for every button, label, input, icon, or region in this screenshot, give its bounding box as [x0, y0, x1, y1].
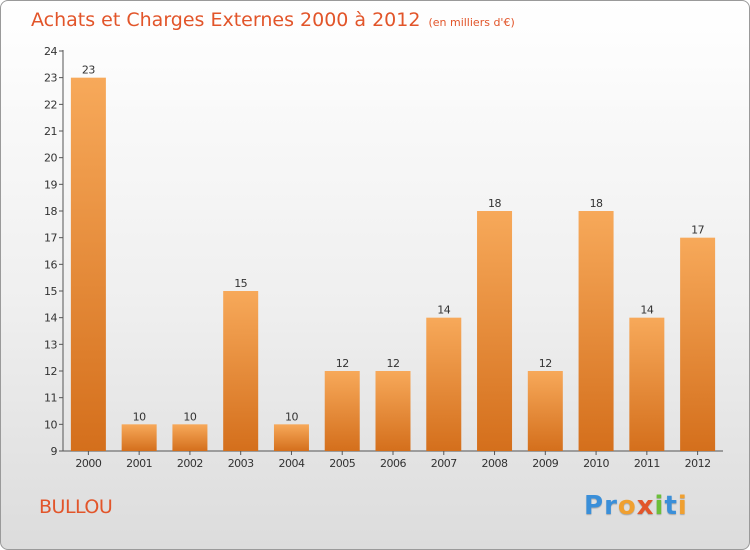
x-tick-label: 2009	[532, 457, 558, 470]
y-tick-label: 10	[44, 418, 57, 431]
y-tick-label: 19	[44, 178, 57, 191]
bar-value-label: 12	[336, 357, 349, 370]
chart-subtitle: (en milliers d'€)	[428, 16, 515, 29]
x-tick-label: 2003	[228, 457, 254, 470]
bar-value-label: 17	[691, 224, 704, 237]
bar	[375, 371, 411, 451]
x-tick-label: 2005	[329, 457, 355, 470]
bar-value-label: 15	[234, 277, 247, 290]
proxiti-logo: Proxiti	[584, 491, 688, 521]
y-tick-label: 11	[44, 392, 57, 405]
x-tick-label: 2000	[75, 457, 101, 470]
bar	[477, 211, 513, 451]
commune-name: BULLOU	[39, 496, 113, 518]
logo-letter: o	[617, 491, 637, 521]
y-tick-label: 18	[44, 205, 57, 218]
bar-value-label: 14	[640, 304, 653, 317]
logo-letter: t	[664, 491, 678, 521]
x-tick-label: 2012	[685, 457, 711, 470]
bar-value-label: 18	[488, 197, 501, 210]
y-tick-label: 17	[44, 232, 57, 245]
y-tick-label: 12	[44, 365, 57, 378]
logo-letter: i	[677, 491, 688, 521]
x-tick-label: 2002	[177, 457, 203, 470]
y-tick-label: 24	[44, 45, 57, 58]
bar	[172, 424, 208, 451]
bar-value-label: 12	[539, 357, 552, 370]
y-tick-label: 14	[44, 312, 57, 325]
logo-letter: i	[654, 491, 665, 521]
y-tick-label: 13	[44, 338, 57, 351]
bar-value-label: 10	[285, 410, 298, 423]
bar-value-label: 23	[82, 64, 95, 77]
y-tick-label: 15	[44, 285, 57, 298]
bar	[680, 237, 716, 451]
chart-title-text: Achats et Charges Externes 2000 à 2012	[31, 9, 421, 31]
y-tick-label: 20	[44, 152, 57, 165]
bar	[223, 291, 259, 451]
bar-value-label: 10	[133, 410, 146, 423]
bar	[527, 371, 563, 451]
x-tick-label: 2010	[583, 457, 609, 470]
logo-letter: r	[604, 491, 618, 521]
bar	[70, 77, 106, 452]
bar	[273, 424, 309, 451]
bar	[121, 424, 157, 451]
y-tick-label: 22	[44, 98, 57, 111]
x-tick-label: 2008	[482, 457, 508, 470]
bar	[629, 317, 665, 451]
x-tick-label: 2001	[126, 457, 152, 470]
y-tick-label: 9	[51, 445, 58, 458]
x-tick-label: 2007	[431, 457, 457, 470]
bar-value-label: 10	[183, 410, 196, 423]
x-tick-label: 2006	[380, 457, 406, 470]
bar-value-label: 14	[437, 304, 450, 317]
y-tick-label: 16	[44, 258, 57, 271]
x-tick-label: 2011	[634, 457, 660, 470]
chart-title: Achats et Charges Externes 2000 à 2012 (e…	[31, 9, 515, 31]
logo-letter: x	[636, 491, 655, 521]
bar	[426, 317, 462, 451]
y-tick-label: 21	[44, 125, 57, 138]
x-tick-label: 2004	[278, 457, 304, 470]
bar-value-label: 18	[590, 197, 603, 210]
y-tick-label: 23	[44, 72, 57, 85]
bar	[578, 211, 614, 451]
bar-value-label: 12	[387, 357, 400, 370]
logo-letter: P	[584, 491, 605, 521]
bar	[324, 371, 360, 451]
